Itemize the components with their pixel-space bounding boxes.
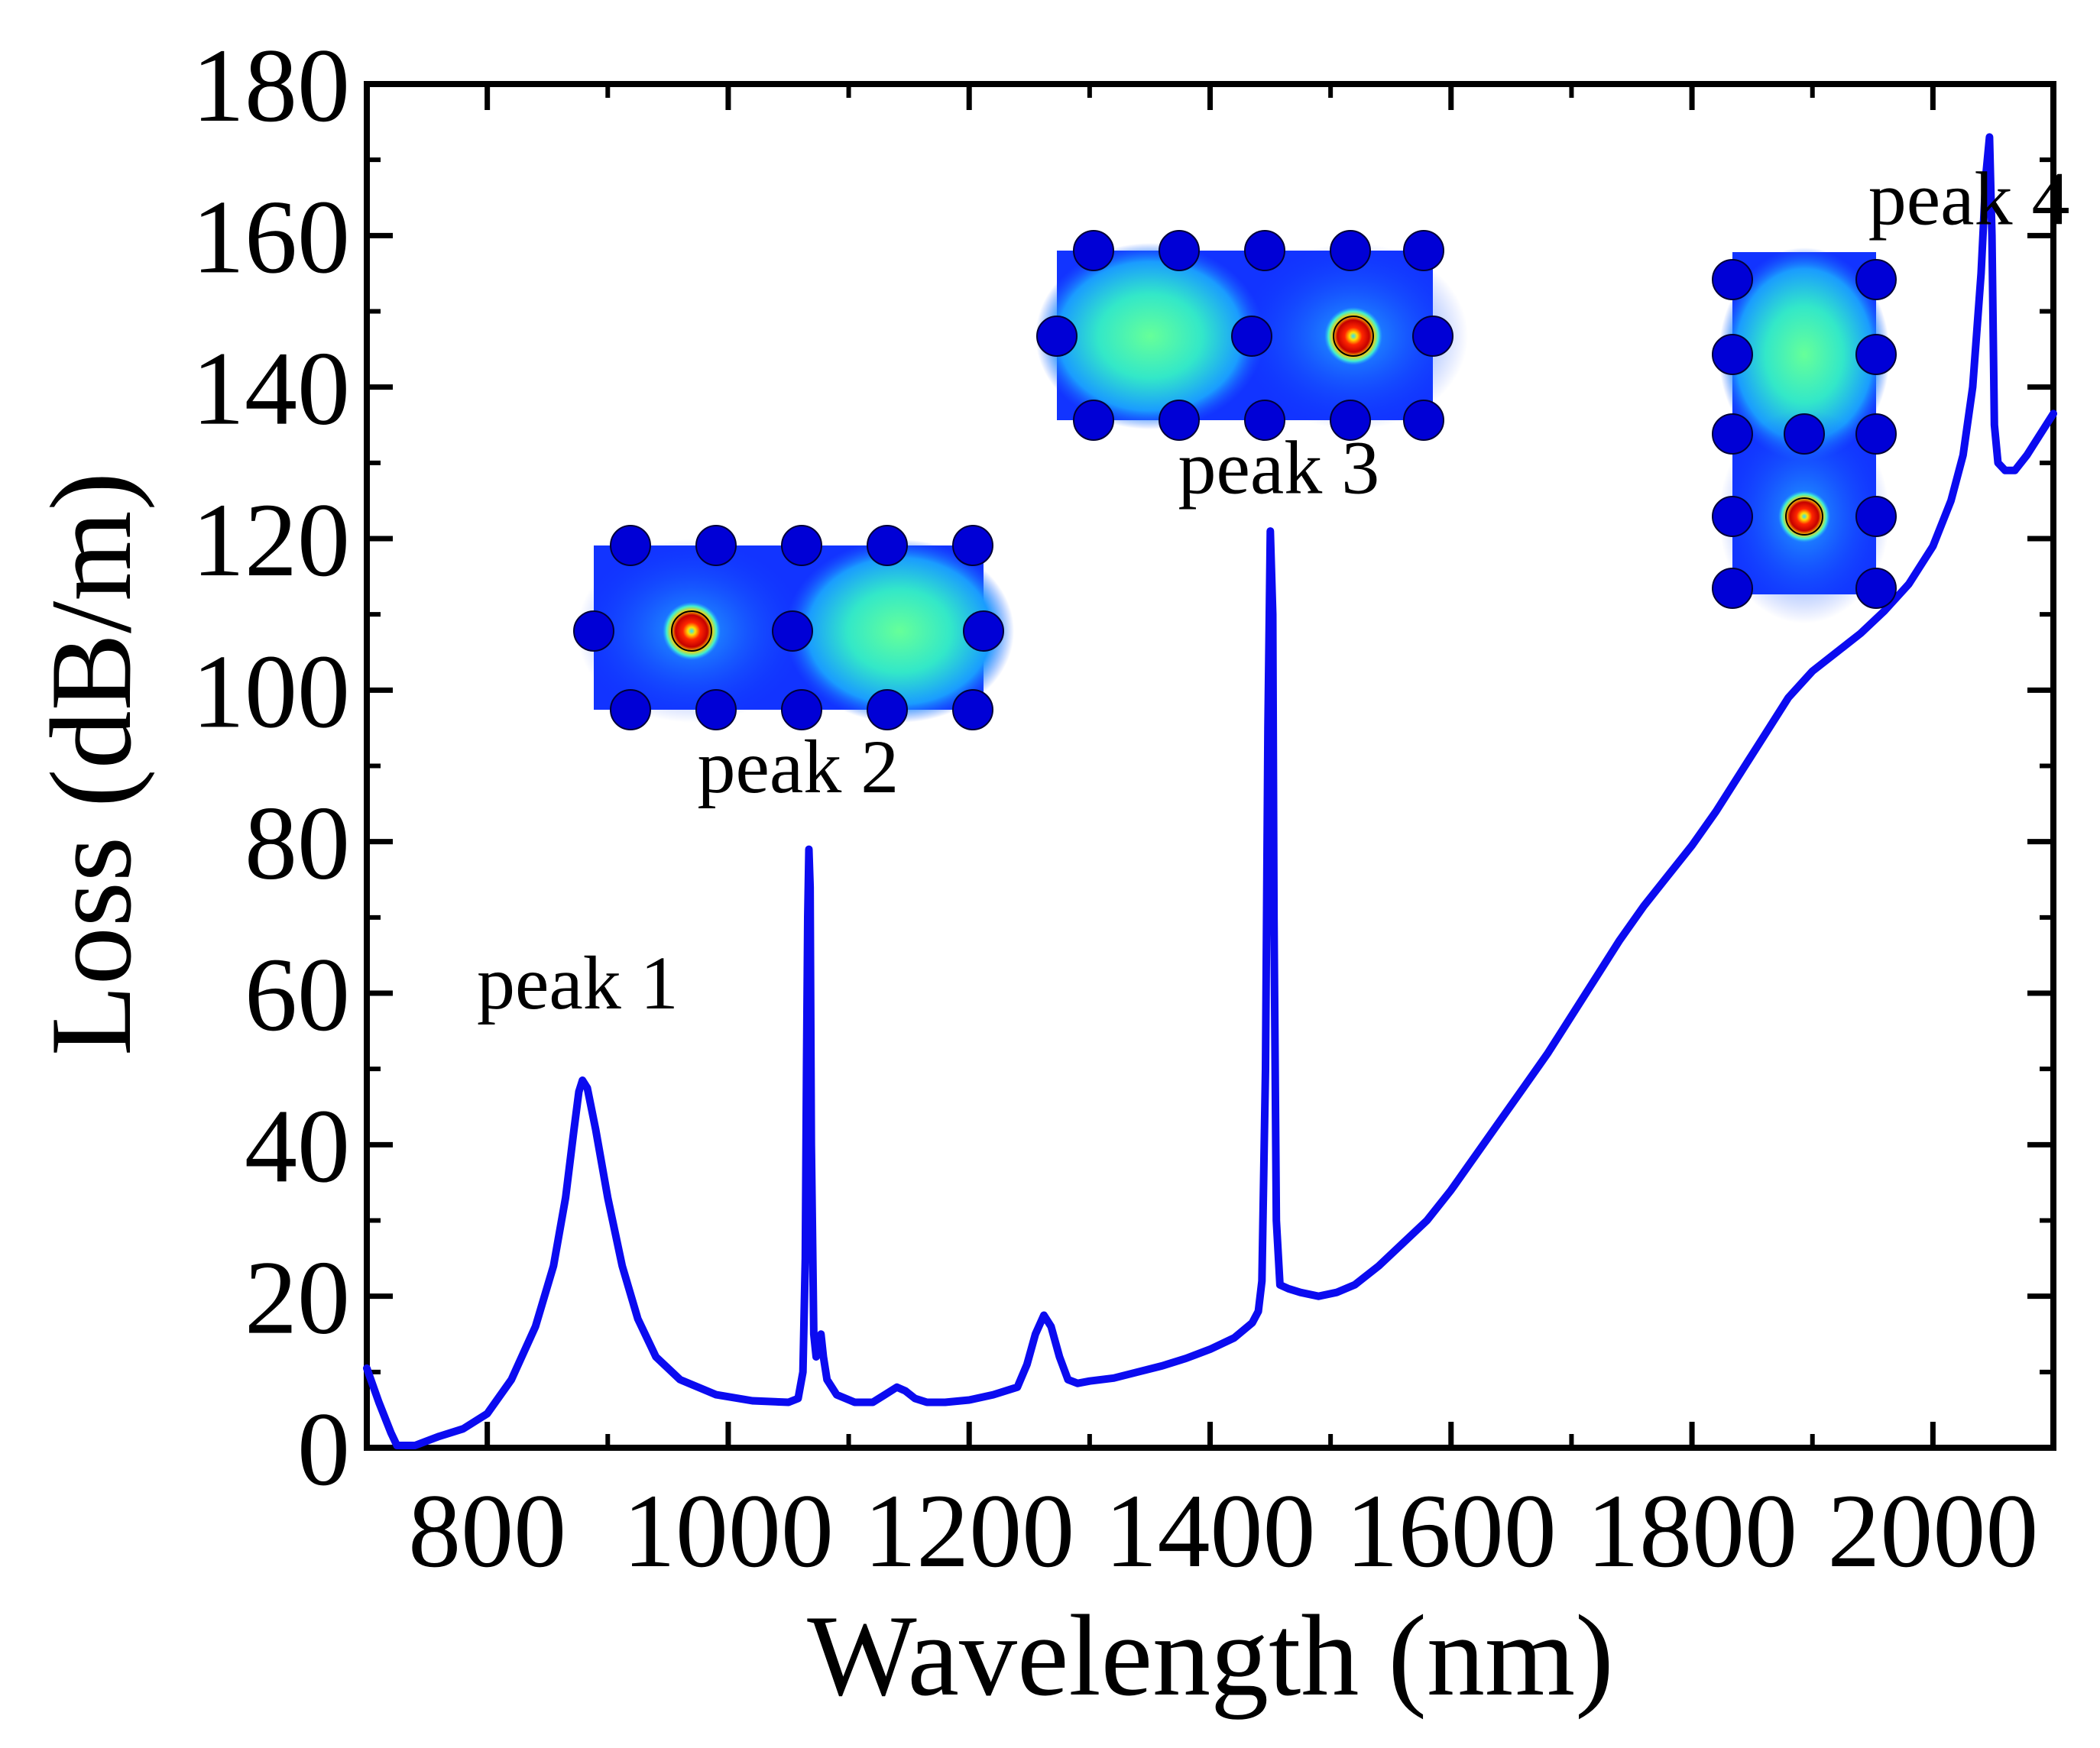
y-tick-label-40: 40 [245, 1087, 350, 1204]
y-tick-label-160: 160 [192, 178, 350, 295]
y-tick-labels: 0 20 40 60 80 100 120 140 160 180 [192, 27, 350, 1507]
inset-peak-4 [1712, 248, 1897, 623]
y-tick-label-20: 20 [245, 1239, 350, 1356]
y-tick-label-180: 180 [192, 27, 350, 144]
annotation-peak-3: peak 3 [1178, 426, 1379, 510]
x-axis-title: Wavelength (nm) [807, 1591, 1614, 1720]
y-tick-label-120: 120 [192, 481, 350, 598]
y-tick-label-0: 0 [297, 1390, 350, 1507]
y-axis-title: Loss (dB/m) [27, 472, 155, 1056]
x-tick-label-1000: 1000 [623, 1472, 834, 1589]
axis-ticks [365, 81, 2056, 1451]
x-tick-labels: 800 1000 1200 1400 1600 1800 2000 [408, 1472, 2038, 1589]
y-tick-label-100: 100 [192, 633, 350, 749]
y-tick-label-140: 140 [192, 330, 350, 447]
y-tick-label-80: 80 [245, 785, 350, 902]
inset-peak-2 [573, 525, 1014, 730]
x-tick-label-1200: 1200 [864, 1472, 1074, 1589]
annotation-peak-2: peak 2 [697, 724, 899, 809]
series-line-loss [363, 133, 2057, 1449]
x-tick-label-2000: 2000 [1827, 1472, 2038, 1589]
y-tick-label-60: 60 [245, 936, 350, 1053]
annotation-peak-4: peak 4 [1868, 156, 2070, 241]
x-tick-label-1600: 1600 [1346, 1472, 1557, 1589]
inset-peak-3 [1035, 230, 1468, 441]
x-tick-label-800: 800 [408, 1472, 566, 1589]
x-tick-label-1800: 1800 [1586, 1472, 1797, 1589]
peak-annotations: peak 1 peak 2 peak 3 peak 4 [477, 156, 2070, 1025]
x-tick-label-1400: 1400 [1105, 1472, 1316, 1589]
annotation-peak-1: peak 1 [477, 940, 679, 1025]
